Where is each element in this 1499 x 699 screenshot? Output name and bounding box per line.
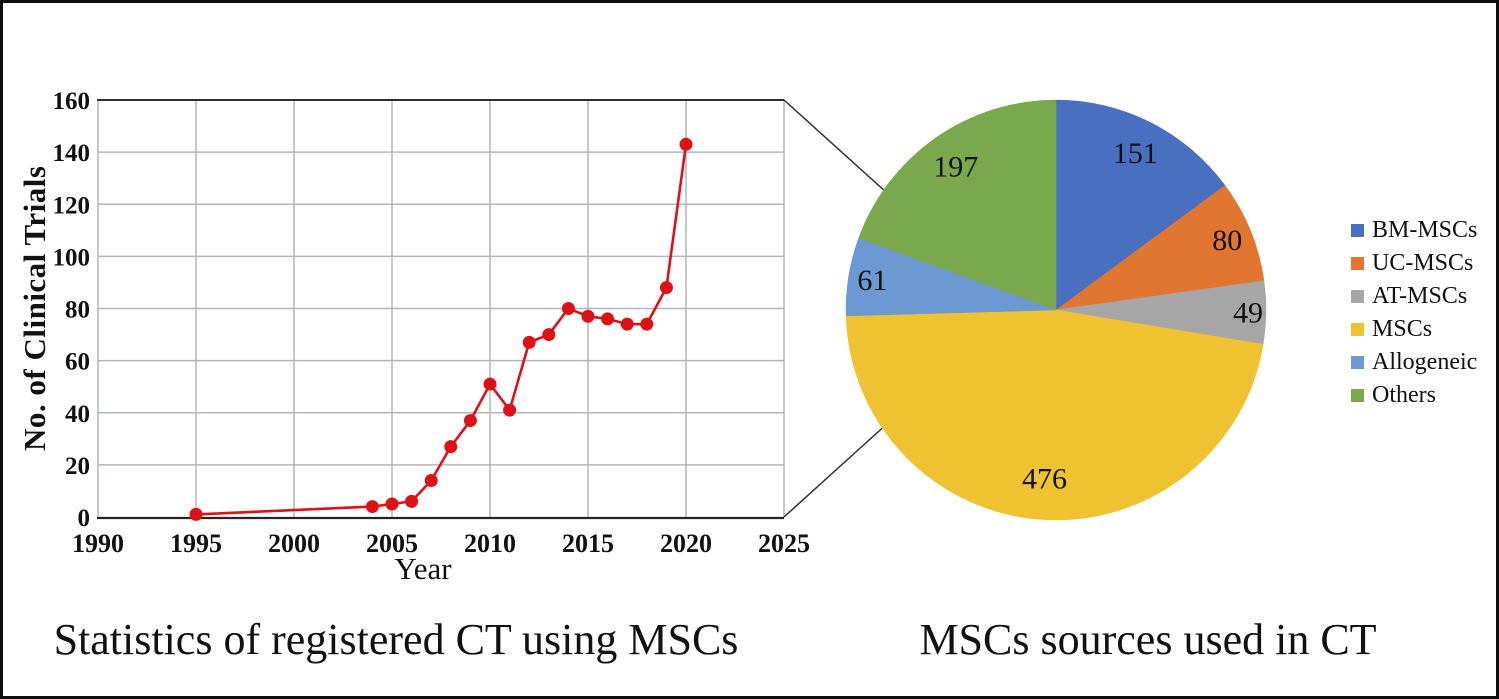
data-point-marker	[620, 317, 634, 331]
y-tick-label: 120	[53, 192, 91, 219]
data-point-marker	[561, 302, 575, 315]
data-point-marker	[542, 328, 556, 342]
legend-swatch-icon	[1351, 224, 1364, 237]
data-point-marker	[365, 500, 379, 514]
legend-swatch-icon	[1351, 389, 1364, 402]
x-tick-label: 2010	[464, 529, 516, 558]
data-point-marker	[503, 403, 517, 417]
y-tick-label: 20	[65, 453, 90, 480]
data-point-marker	[522, 335, 536, 349]
legend-label: BM-MSCs	[1372, 217, 1478, 243]
data-point-marker	[483, 377, 497, 391]
legend-label: Others	[1372, 382, 1436, 408]
y-tick-label: 0	[78, 505, 91, 532]
legend-swatch-icon	[1351, 356, 1364, 369]
y-tick-label: 100	[53, 244, 91, 271]
x-tick-label: 1995	[170, 529, 222, 558]
y-axis-title: No. of Clinical Trials	[17, 165, 52, 452]
data-point-marker	[581, 309, 595, 323]
data-point-marker	[601, 312, 615, 326]
y-tick-label: 60	[65, 349, 90, 376]
line-chart-caption: Statistics of registered CT using MSCs	[53, 615, 739, 664]
data-point-marker	[444, 440, 458, 454]
pie-slice-value-label: 197	[933, 151, 978, 184]
legend-swatch-icon	[1351, 323, 1364, 336]
legend-swatch-icon	[1351, 257, 1364, 270]
legend-label: MSCs	[1372, 316, 1433, 342]
x-tick-label: 2015	[562, 529, 614, 558]
x-tick-label: 2005	[366, 529, 418, 558]
legend-item-mscs: MSCs	[1351, 313, 1496, 346]
x-tick-label: 2020	[660, 529, 712, 558]
pie-slice-value-label: 49	[1233, 296, 1263, 329]
legend-swatch-icon	[1351, 290, 1364, 303]
y-tick-label: 40	[65, 401, 90, 428]
data-point-marker	[659, 281, 673, 295]
pie-slice-bm-mscs	[1055, 99, 1226, 311]
data-point-marker	[640, 317, 654, 331]
data-point-marker	[463, 414, 477, 428]
pie-slice-value-label: 151	[1113, 137, 1158, 170]
legend-label: Allogeneic	[1372, 349, 1478, 375]
x-tick-label: 1990	[72, 529, 124, 558]
legend-item-at-mscs: AT-MSCs	[1351, 280, 1496, 313]
pie-slice-others	[858, 99, 1057, 311]
connector-line-bottom	[783, 421, 890, 518]
pie-legend: BM-MSCs UC-MSCs AT-MSCs MSCs Allogeneic Other…	[1351, 214, 1496, 412]
data-point-marker	[679, 137, 693, 151]
x-tick-label: 2025	[758, 529, 810, 558]
legend-item-uc-mscs: UC-MSCs	[1351, 247, 1496, 280]
data-point-marker	[405, 494, 419, 508]
pie-slice-uc-mscs	[1055, 185, 1265, 311]
legend-item-bm-mscs: BM-MSCs	[1351, 214, 1496, 247]
data-point-marker	[189, 507, 203, 521]
pie-slice-value-label: 80	[1212, 224, 1242, 257]
data-line	[195, 144, 688, 516]
y-tick-label: 140	[53, 140, 91, 167]
pie-chart-caption: MSCs sources used in CT	[919, 615, 1377, 664]
data-point-marker	[424, 474, 438, 488]
x-axis-title: Year	[394, 551, 452, 586]
pie-slice-value-label: 61	[857, 264, 887, 297]
pie-slice-value-label: 476	[1022, 463, 1067, 496]
pie-slice-mscs	[845, 309, 1264, 521]
figure-canvas: 0 20 40 60 80 100 120 140 160 1990 1995 2000 2005 201…	[53, 88, 1267, 558]
legend-item-others: Others	[1351, 379, 1496, 412]
x-tick-label: 2000	[268, 529, 320, 558]
legend-item-allogeneic: Allogeneic	[1351, 346, 1496, 379]
y-tick-label: 160	[53, 88, 91, 115]
data-point-marker	[385, 497, 399, 511]
legend-label: UC-MSCs	[1372, 250, 1474, 276]
connector-line-top	[783, 99, 888, 194]
legend-label: AT-MSCs	[1372, 283, 1468, 309]
y-tick-label: 80	[65, 297, 90, 324]
